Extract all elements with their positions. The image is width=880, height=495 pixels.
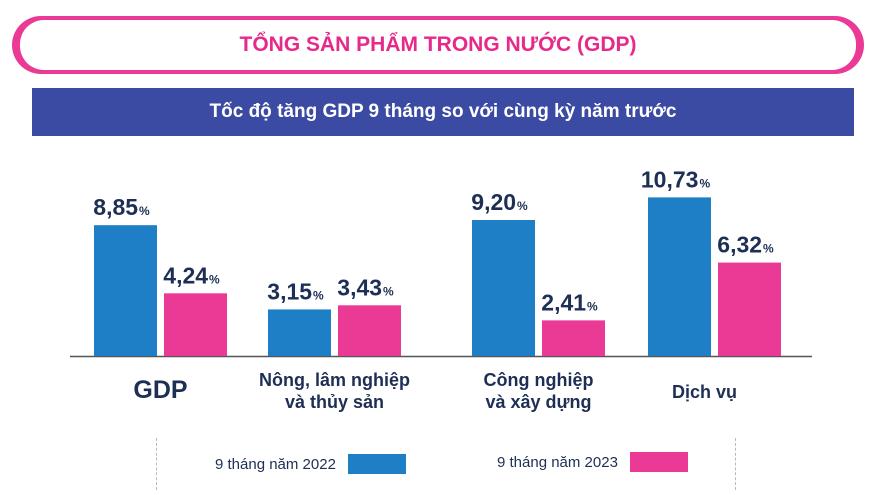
value-label: 10,73% <box>641 166 711 192</box>
bar-2023-3 <box>718 262 781 356</box>
bar-2023-2 <box>542 320 605 356</box>
chart-subtitle: Tốc độ tăng GDP 9 tháng so với cùng kỳ n… <box>32 88 854 136</box>
category-label: Công nghiệp và xây dựng <box>484 370 594 412</box>
category-label: Dịch vụ <box>672 382 737 402</box>
bar-chart: 8,85% 4,24% GDP 3,15% 3,43% Nông, lâm nghiệp v… <box>70 166 812 412</box>
legend-label-2022: 9 tháng năm 2022 <box>215 455 336 473</box>
value-label: 6,32% <box>717 232 774 258</box>
bar-2022-1 <box>268 309 331 356</box>
value-label: 3,43% <box>337 274 394 300</box>
bar-2022-2 <box>472 220 535 356</box>
bar-2023-0 <box>164 293 227 356</box>
bar-2023-1 <box>338 305 401 356</box>
category-label: Nông, lâm nghiệp và thủy sản <box>259 370 410 412</box>
legend-swatch-2023 <box>629 452 688 472</box>
legend: 9 tháng năm 2022 9 tháng năm 2023 <box>156 438 736 490</box>
legend-swatch-2022 <box>347 454 406 474</box>
value-label: 4,24% <box>163 262 220 288</box>
bar-2022-0 <box>94 225 157 356</box>
legend-item-2023: 9 tháng năm 2023 <box>497 452 688 472</box>
bar-2022-3 <box>648 197 711 356</box>
value-label: 3,15% <box>267 278 324 304</box>
value-label: 9,20% <box>471 189 528 215</box>
legend-label-2023: 9 tháng năm 2023 <box>497 453 618 471</box>
title-banner: TỔNG SẢN PHẨM TRONG NƯỚC (GDP) <box>12 16 864 74</box>
category-label: GDP <box>133 376 187 404</box>
legend-item-2022: 9 tháng năm 2022 <box>215 454 406 474</box>
page-title: TỔNG SẢN PHẨM TRONG NƯỚC (GDP) <box>20 20 856 70</box>
value-label: 2,41% <box>541 289 598 315</box>
value-label: 8,85% <box>93 194 150 220</box>
